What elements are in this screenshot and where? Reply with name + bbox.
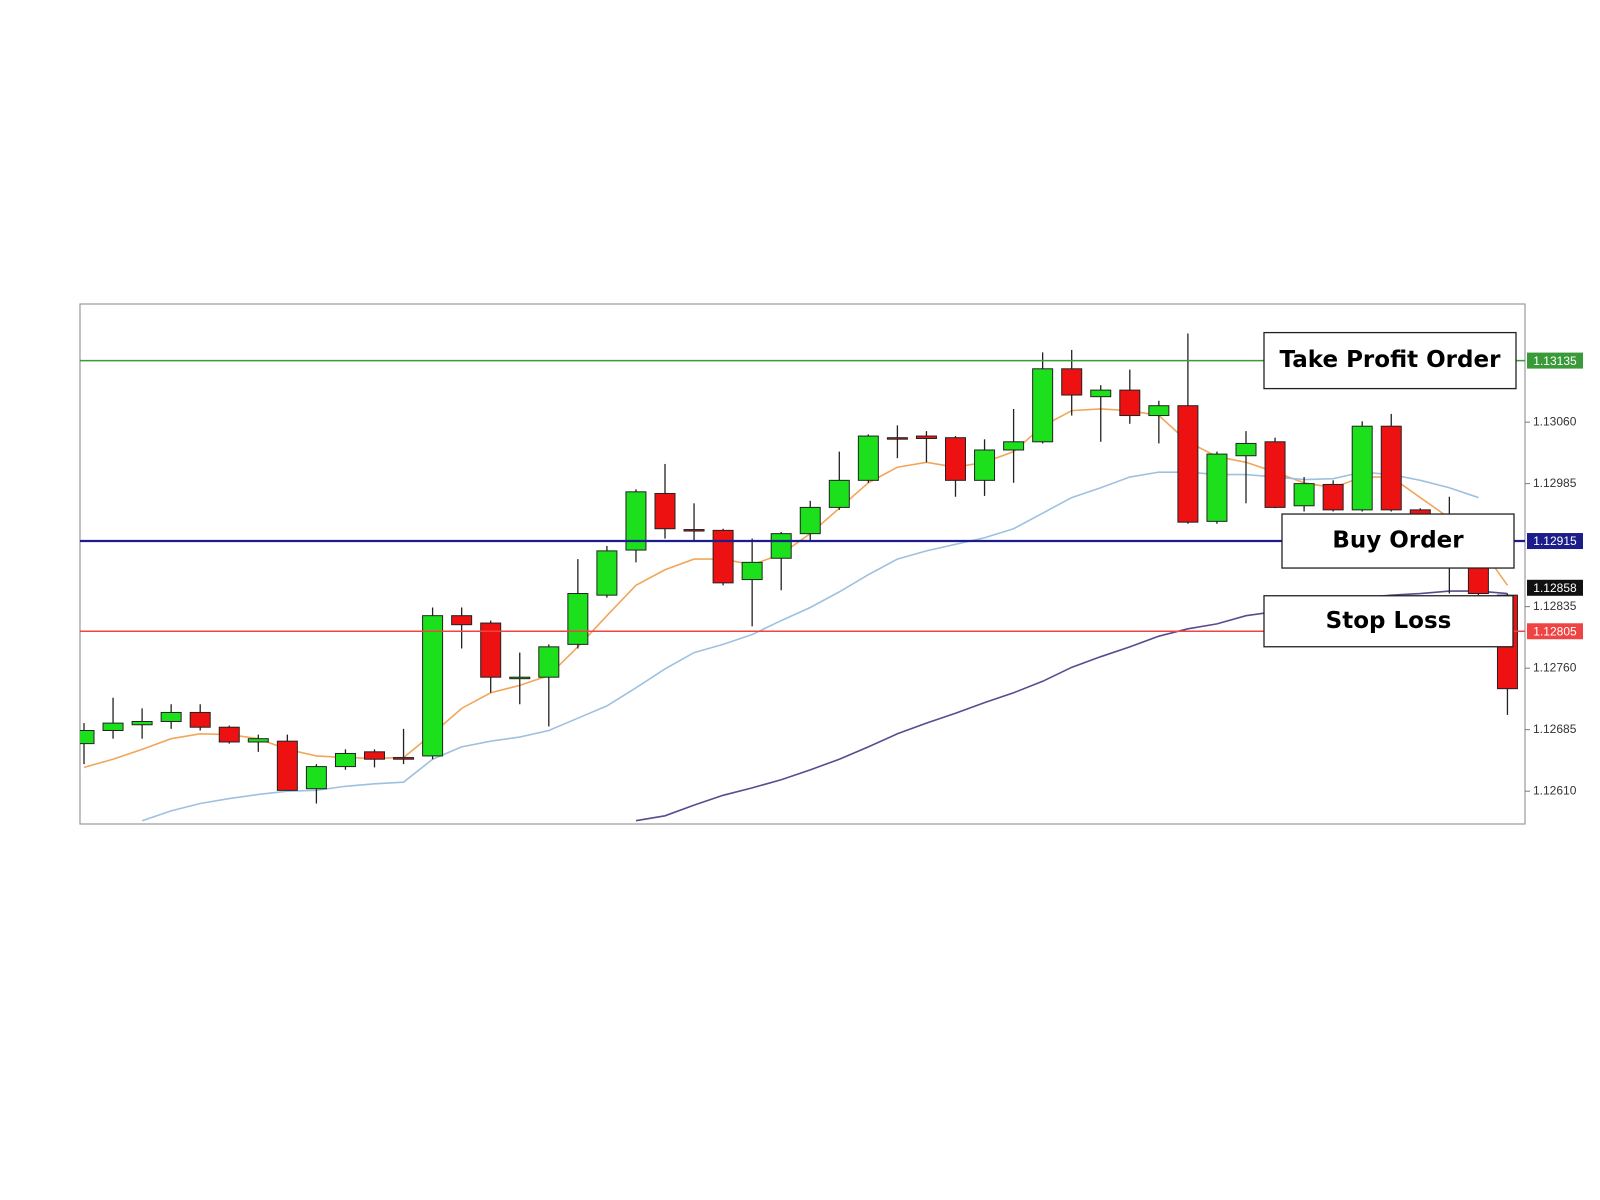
candle-body	[422, 615, 444, 757]
candle-body	[1235, 442, 1257, 457]
candle-body	[857, 435, 879, 481]
candle-body	[80, 729, 95, 745]
moving-average-line	[141, 471, 1479, 822]
y-tick-label: 1.12685	[1533, 722, 1577, 736]
y-tick-label: 1.12985	[1533, 476, 1577, 490]
candle-body	[364, 751, 385, 760]
annotation-box	[1263, 331, 1517, 390]
candle-body	[1293, 483, 1315, 507]
price-tag	[1527, 579, 1583, 596]
candle-body	[1380, 425, 1402, 511]
candle-body	[247, 738, 269, 743]
candle-body	[1351, 425, 1373, 511]
candle-body	[770, 533, 792, 559]
candle-body	[131, 720, 153, 726]
candle-body	[974, 449, 996, 481]
annotation-label: Stop Loss	[1326, 608, 1452, 634]
candle-body	[305, 766, 327, 790]
candle-body	[945, 437, 966, 481]
y-tick-label: 1.13060	[1533, 414, 1577, 428]
candle-body	[480, 622, 502, 678]
candle-body	[509, 676, 531, 680]
candle-body	[596, 550, 618, 596]
candle-body	[886, 437, 908, 440]
level-tag	[1527, 623, 1583, 640]
candle-body	[1177, 405, 1199, 523]
candle-body	[1032, 368, 1054, 443]
candle-body	[828, 479, 850, 508]
candle-body	[276, 740, 298, 791]
y-tick-label: 1.12835	[1533, 599, 1577, 613]
candle-body	[451, 615, 473, 626]
candle-body	[393, 757, 415, 760]
candle-body	[538, 646, 560, 678]
candle-body	[1090, 389, 1112, 398]
annotation-label: Buy Order	[1332, 528, 1464, 554]
annotation-box	[1281, 513, 1515, 569]
candle-body	[567, 593, 589, 645]
candle-body	[189, 711, 211, 728]
candle-body	[683, 529, 705, 532]
y-tick-label: 1.12760	[1533, 660, 1577, 674]
candle-body	[915, 435, 937, 440]
y-tick-label: 1.12610	[1533, 783, 1577, 797]
candle-body	[654, 492, 676, 530]
level-tag-label: 1.12805	[1533, 624, 1577, 638]
level-tag	[1527, 352, 1583, 369]
overlay: 1.12610 1.12685 1.12760 1.12835 1.12985 1.130…	[1263, 331, 1583, 797]
candle-body	[799, 506, 821, 535]
level-tag-label: 1.13135	[1533, 354, 1577, 368]
candle-body	[1206, 453, 1228, 522]
candle-body	[1322, 483, 1344, 511]
candle-body	[1061, 368, 1083, 396]
candle-body	[741, 561, 763, 581]
level-tag	[1527, 533, 1583, 550]
candle-body	[1148, 405, 1170, 417]
candle-body	[625, 491, 647, 551]
annotation-label: Take Profit Order	[1280, 347, 1502, 373]
price-tag-label: 1.12858	[1533, 581, 1577, 595]
candle-body	[102, 722, 124, 731]
candle-body	[160, 711, 182, 722]
candle-body	[1119, 389, 1141, 417]
annotation-box	[1263, 595, 1514, 648]
candle-body	[1003, 441, 1025, 451]
candle-body	[218, 726, 240, 743]
candle-body	[712, 529, 734, 584]
candle-body	[1264, 441, 1286, 508]
candle-body	[334, 752, 356, 768]
level-tag-label: 1.12915	[1533, 534, 1577, 548]
